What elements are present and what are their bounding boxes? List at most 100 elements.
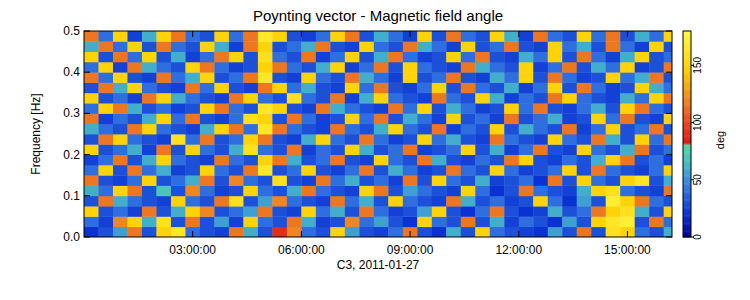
cell <box>243 206 258 217</box>
cell <box>98 165 113 176</box>
cell <box>664 83 672 94</box>
cell <box>606 103 621 114</box>
cell <box>403 62 418 73</box>
cell <box>548 113 563 124</box>
cell <box>519 62 534 73</box>
cell <box>403 124 418 135</box>
cell <box>127 124 142 135</box>
cell <box>490 31 505 42</box>
cell <box>84 227 99 237</box>
cell <box>98 52 113 63</box>
cell <box>214 83 229 94</box>
cell <box>388 103 403 114</box>
cell <box>417 83 432 94</box>
cell <box>446 93 461 104</box>
cell <box>272 175 287 186</box>
cell <box>635 52 650 63</box>
cell <box>345 103 360 114</box>
cell <box>127 52 142 63</box>
cell <box>591 216 606 227</box>
cell <box>214 134 229 145</box>
cell <box>142 175 157 186</box>
cell <box>127 103 142 114</box>
cell <box>374 62 389 73</box>
cell <box>214 227 229 237</box>
cell <box>577 52 592 63</box>
cell <box>606 41 621 52</box>
cell <box>374 83 389 94</box>
cell <box>113 134 128 145</box>
cell <box>359 41 374 52</box>
cell <box>388 227 403 237</box>
cell <box>243 62 258 73</box>
cell <box>533 72 548 83</box>
colorbar <box>683 31 691 238</box>
y-tick <box>84 237 90 238</box>
cell <box>388 155 403 166</box>
x-tick <box>192 31 193 37</box>
cell <box>127 196 142 207</box>
cell <box>475 227 490 237</box>
cell <box>84 144 99 155</box>
cell <box>330 165 345 176</box>
cell <box>649 227 664 237</box>
cell <box>620 83 635 94</box>
cell <box>403 93 418 104</box>
cell <box>243 165 258 176</box>
cell <box>243 175 258 186</box>
x-tick <box>518 231 519 237</box>
cell <box>606 175 621 186</box>
cell <box>243 72 258 83</box>
cell <box>287 72 302 83</box>
cell <box>127 165 142 176</box>
cell <box>519 175 534 186</box>
cell <box>374 52 389 63</box>
cell <box>620 155 635 166</box>
cell <box>84 186 99 197</box>
cell <box>200 62 215 73</box>
cell <box>272 62 287 73</box>
cell <box>316 206 331 217</box>
cell <box>127 144 142 155</box>
cell <box>446 134 461 145</box>
cell <box>185 124 200 135</box>
cell <box>606 155 621 166</box>
cell <box>345 31 360 42</box>
cell <box>504 216 519 227</box>
cell <box>98 83 113 94</box>
cell <box>664 175 672 186</box>
cell <box>548 124 563 135</box>
cell <box>446 83 461 94</box>
cell <box>301 103 316 114</box>
cell <box>548 155 563 166</box>
cell <box>345 41 360 52</box>
cell <box>316 31 331 42</box>
cell <box>345 52 360 63</box>
cell <box>533 206 548 217</box>
cell <box>287 216 302 227</box>
cell <box>591 165 606 176</box>
cell <box>664 206 672 217</box>
cell <box>84 175 99 186</box>
x-tick <box>518 31 519 37</box>
cell <box>98 186 113 197</box>
cell <box>258 155 273 166</box>
cell <box>620 103 635 114</box>
cell <box>417 113 432 124</box>
cell <box>562 72 577 83</box>
cell <box>185 103 200 114</box>
cell <box>446 144 461 155</box>
cell <box>84 155 99 166</box>
cell <box>156 124 171 135</box>
cell <box>258 124 273 135</box>
cell <box>533 227 548 237</box>
cell <box>417 62 432 73</box>
cell <box>200 41 215 52</box>
cell <box>272 155 287 166</box>
y-tick-label: 0.0 <box>63 230 80 244</box>
cell <box>403 134 418 145</box>
cell <box>591 103 606 114</box>
cell <box>388 175 403 186</box>
cell <box>287 83 302 94</box>
cell <box>388 124 403 135</box>
